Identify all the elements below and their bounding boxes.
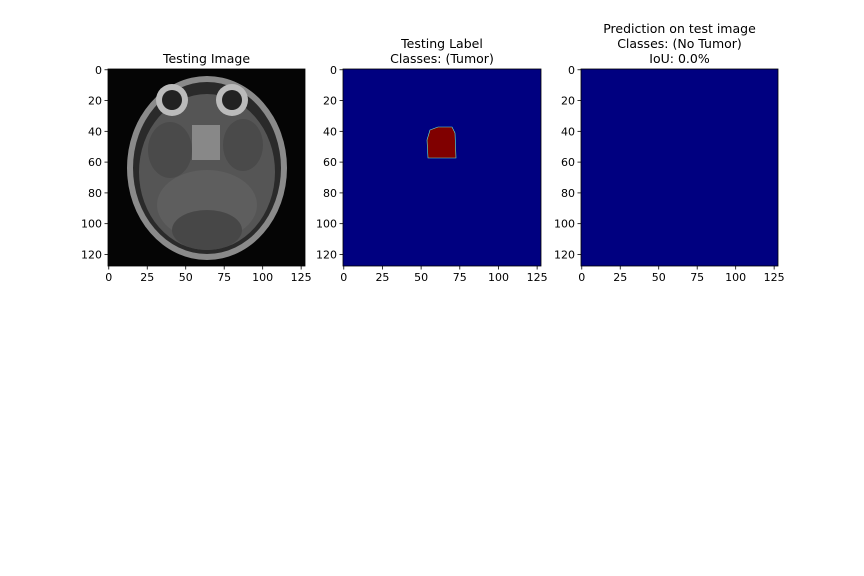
x-tick-label: 75 [690,271,704,284]
x-tick-label: 0 [578,271,585,284]
y-tick-label: 60 [561,156,575,169]
y-tick-label: 60 [323,156,337,169]
y-tick-label: 100 [316,218,337,231]
x-tick-label: 0 [340,271,347,284]
axes-frame [580,68,779,267]
panel-title: Prediction on test image [603,21,756,36]
y-tick-label: 40 [561,125,575,138]
x-tick-label: 125 [764,271,785,284]
panel-title: IoU: 0.0% [649,51,710,66]
y-tick-label: 100 [81,218,102,231]
y-tick-label: 80 [323,187,337,200]
panel-title: Classes: (Tumor) [390,51,494,66]
y-tick-label: 80 [88,187,102,200]
x-tick-label: 125 [291,271,312,284]
x-tick-label: 0 [105,271,112,284]
x-tick-label: 75 [217,271,231,284]
panel-title: Testing Image [162,51,250,66]
y-tick-label: 60 [88,156,102,169]
y-tick-label: 80 [561,187,575,200]
y-tick-label: 20 [88,95,102,108]
axes-frame [107,68,306,267]
y-tick-label: 20 [323,95,337,108]
y-tick-label: 0 [95,64,102,77]
label-image [343,69,541,266]
panel-title: Classes: (No Tumor) [617,36,742,51]
x-tick-label: 75 [453,271,467,284]
x-tick-label: 25 [375,271,389,284]
x-tick-label: 50 [414,271,428,284]
x-tick-label: 100 [252,271,273,284]
y-tick-label: 0 [568,64,575,77]
mri-image [108,69,305,266]
y-tick-label: 0 [330,64,337,77]
y-tick-label: 100 [554,218,575,231]
x-tick-label: 25 [613,271,627,284]
y-tick-label: 20 [561,95,575,108]
y-tick-label: 120 [316,248,337,261]
y-tick-label: 120 [554,248,575,261]
y-tick-label: 120 [81,248,102,261]
x-tick-label: 100 [725,271,746,284]
x-tick-label: 125 [527,271,548,284]
x-tick-label: 100 [488,271,509,284]
prediction-image [581,69,778,266]
axes-frame [342,68,542,267]
x-tick-label: 25 [140,271,154,284]
y-tick-label: 40 [88,125,102,138]
x-tick-label: 50 [652,271,666,284]
panel-title: Testing Label [400,36,483,51]
x-tick-label: 50 [179,271,193,284]
y-tick-label: 40 [323,125,337,138]
